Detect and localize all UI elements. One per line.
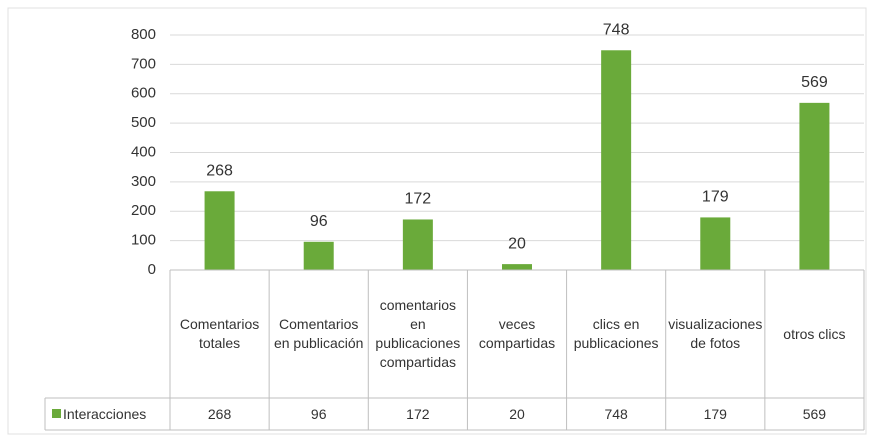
- table-value: 172: [406, 405, 430, 422]
- y-tick-label: 400: [131, 143, 156, 160]
- y-tick-label: 100: [131, 232, 156, 249]
- y-tick-label: 800: [131, 26, 156, 43]
- bar: [402, 219, 433, 270]
- chart-border: [7, 7, 867, 435]
- table-value: 748: [604, 405, 628, 422]
- legend-swatch: [52, 409, 61, 418]
- legend-label: Interacciones: [63, 405, 147, 422]
- y-tick-label: 500: [131, 114, 156, 131]
- y-tick-label: 600: [131, 85, 156, 102]
- category-cell: Comentarios en publicación: [273, 316, 364, 351]
- category-cell: veces compartidas: [478, 316, 556, 351]
- y-tick-label: 0: [148, 261, 156, 278]
- bar: [601, 50, 632, 271]
- category-cell: visualizaciones de fotos: [668, 316, 763, 351]
- bar: [700, 217, 731, 270]
- bar: [303, 241, 334, 270]
- category-cell: clics en publicaciones: [573, 316, 659, 351]
- data-label: 748: [603, 21, 630, 38]
- y-tick-label: 700: [131, 55, 156, 72]
- table-value: 268: [207, 405, 232, 422]
- category-cell: Comentarios totales: [179, 316, 260, 351]
- bar: [502, 264, 532, 270]
- table-value: 96: [310, 405, 327, 422]
- table-value: 179: [703, 405, 727, 422]
- y-tick-label: 200: [131, 202, 156, 219]
- category-cell: comentarios en publicaciones compartidas: [375, 297, 461, 370]
- bar: [799, 102, 830, 270]
- category-cell: otros clics: [783, 325, 846, 342]
- data-label: 179: [702, 189, 729, 206]
- data-label: 172: [405, 191, 432, 208]
- data-label: 20: [508, 235, 526, 252]
- data-label: 96: [310, 213, 328, 230]
- data-label: 569: [801, 74, 828, 91]
- y-tick-label: 300: [131, 173, 156, 190]
- table-value: 20: [509, 405, 525, 422]
- table-value: 569: [802, 405, 827, 422]
- data-label: 268: [206, 162, 233, 179]
- bar: [204, 191, 235, 270]
